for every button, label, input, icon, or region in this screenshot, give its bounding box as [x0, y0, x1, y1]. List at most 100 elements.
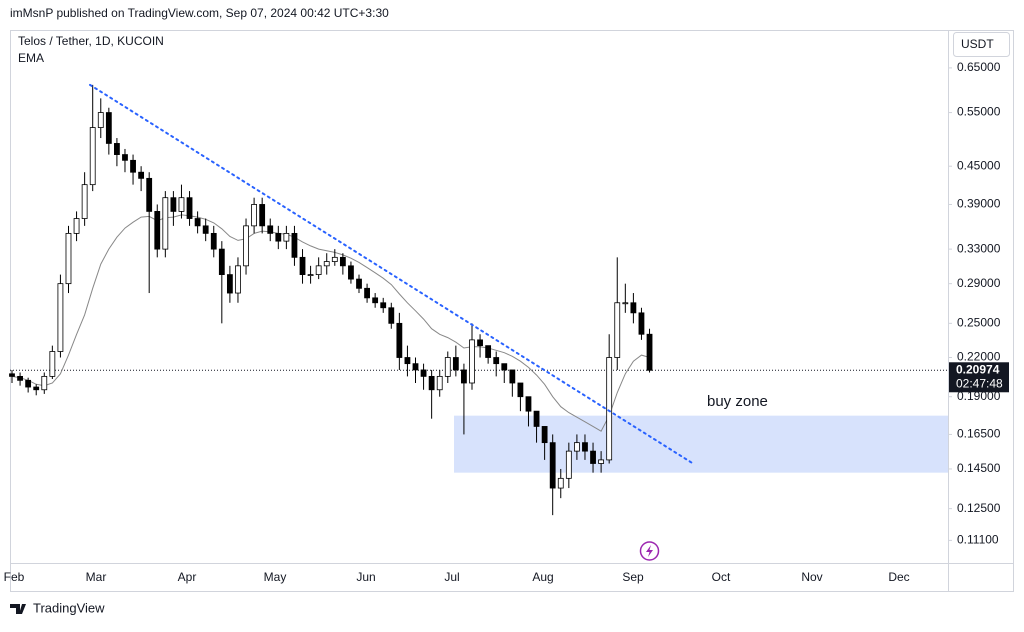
x-tick-label: Mar — [86, 570, 107, 584]
candle-body — [420, 369, 427, 377]
x-tick-label: Oct — [712, 570, 731, 584]
tradingview-logo: TradingView — [10, 600, 105, 615]
candle-body — [73, 218, 80, 234]
candle-body — [533, 410, 540, 427]
candle-body — [574, 442, 580, 452]
x-tick-label: Nov — [801, 570, 822, 584]
candle-body — [509, 369, 516, 384]
candle-body — [461, 369, 467, 384]
candle-body — [57, 283, 64, 352]
candle-body — [444, 357, 451, 377]
candle-body — [243, 225, 249, 267]
y-tick-label: 0.55000 — [957, 105, 1001, 119]
candle-body — [114, 143, 120, 155]
candle-body — [372, 297, 379, 304]
candle-body — [638, 312, 645, 335]
candle-body — [202, 225, 209, 234]
candle-body — [469, 339, 475, 384]
x-tick-label: Sep — [622, 570, 644, 584]
candle-body — [614, 302, 621, 358]
candle-body — [251, 204, 258, 227]
candle-body — [598, 459, 605, 464]
y-tick-label: 0.65000 — [957, 60, 1001, 74]
y-tick-label: 0.33000 — [957, 241, 1001, 255]
candle-body — [299, 256, 306, 275]
candle-body — [122, 154, 128, 161]
candle-body — [517, 382, 524, 398]
x-tick-label: Apr — [178, 570, 197, 584]
candle-body — [218, 248, 225, 275]
indicator-label: EMA — [18, 51, 44, 65]
candle-body — [396, 322, 403, 358]
candle-body — [267, 225, 274, 234]
candle-body — [412, 363, 419, 371]
y-tick-label: 0.19000 — [957, 389, 1001, 403]
candle-body — [65, 232, 72, 285]
candle-body — [477, 339, 483, 347]
candle-body — [138, 171, 145, 179]
x-tick-label: Aug — [532, 570, 553, 584]
candle-body — [291, 232, 298, 258]
trendline — [89, 83, 694, 465]
candle-body — [541, 426, 548, 444]
countdown: 02:47:48 — [956, 376, 1003, 390]
candle-body — [356, 278, 362, 289]
candle-body — [646, 333, 653, 371]
candle-body — [590, 450, 596, 464]
candle-body — [452, 357, 459, 371]
ema-line — [11, 214, 650, 432]
candle-body — [323, 261, 330, 267]
y-tick-label: 0.16500 — [957, 427, 1001, 441]
candle-body — [146, 177, 153, 212]
candle-body — [81, 184, 88, 219]
candle-body — [275, 232, 282, 242]
candle-body — [194, 218, 201, 227]
last-price-box — [949, 362, 1009, 393]
candle-body — [9, 373, 15, 377]
x-tick-label: Jul — [444, 570, 459, 584]
candle-body — [283, 232, 290, 242]
last-price-label: 0.20974 — [956, 362, 1000, 376]
candle-body — [259, 204, 266, 227]
candle-body — [130, 159, 136, 173]
y-tick-label: 0.22000 — [957, 350, 1001, 364]
currency[interactable]: USDT — [961, 37, 994, 51]
y-tick-label: 0.12500 — [957, 501, 1001, 515]
candle-body — [307, 274, 314, 276]
candle-body — [493, 357, 500, 365]
candle-body — [339, 256, 346, 267]
candle-body — [315, 265, 322, 275]
candle-body — [235, 265, 241, 294]
x-tick-label: Jun — [356, 570, 375, 584]
candle-body — [364, 287, 370, 299]
candle-body — [97, 112, 104, 128]
lightning-icon[interactable] — [639, 541, 660, 561]
header: imMsnP published on TradingView.com, Sep… — [10, 6, 389, 20]
candle-body — [17, 375, 23, 381]
candle-body — [226, 274, 233, 294]
x-tick-label: Feb — [4, 570, 25, 584]
candle-body — [89, 127, 96, 186]
candle-body — [41, 375, 48, 391]
candle-body — [388, 307, 395, 324]
candle-body — [630, 302, 637, 314]
currency-button[interactable] — [953, 32, 1010, 57]
y-tick-label: 0.14500 — [957, 461, 1001, 475]
y-tick-label: 0.45000 — [957, 158, 1001, 172]
y-tick-label: 0.11100 — [957, 533, 999, 547]
candle-body — [154, 211, 161, 250]
candle-body — [105, 112, 112, 144]
candle-body — [186, 197, 193, 219]
candle-body — [49, 351, 56, 377]
candle-body — [525, 396, 532, 412]
candle-body — [428, 375, 435, 391]
chart-frame — [10, 30, 1014, 592]
candle-body — [436, 375, 443, 391]
candle-body — [622, 302, 629, 305]
candle-body — [380, 302, 387, 309]
footer: TradingView — [33, 600, 105, 615]
candle-body — [549, 442, 556, 489]
candle-body — [210, 232, 217, 250]
